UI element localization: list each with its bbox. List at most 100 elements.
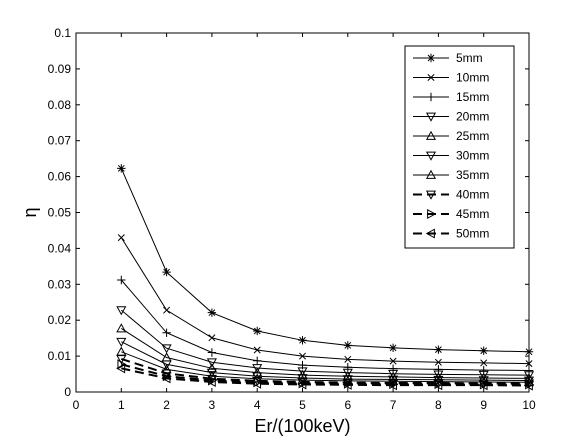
data-point [207, 348, 217, 357]
series-line [120, 168, 530, 353]
x-tick-label: 3 [209, 398, 216, 412]
series-line [121, 341, 530, 382]
legend-label: 5mm [456, 51, 483, 65]
data-point [162, 328, 171, 337]
data-point [343, 363, 352, 372]
x-tick-label: 8 [435, 398, 442, 412]
x-tick-label: 7 [390, 398, 397, 412]
data-point [206, 376, 216, 387]
series-line [121, 351, 530, 383]
data-point [208, 334, 216, 342]
data-point [434, 345, 443, 354]
plot-marks [116, 164, 535, 391]
data-point [253, 346, 261, 354]
x-axis-label: Er/(100keV) [254, 416, 350, 436]
data-point [433, 380, 443, 391]
data-point [252, 364, 263, 374]
series-line [120, 358, 529, 385]
data-point [387, 380, 397, 391]
data-point [252, 372, 263, 382]
legend-entry: 30mm [413, 149, 489, 163]
y-tick-label: 0.04 [48, 241, 72, 255]
data-point [388, 343, 398, 353]
data-point [433, 370, 444, 380]
x-tick-label: 4 [254, 398, 261, 412]
legend-label: 20mm [456, 110, 489, 124]
data-point [161, 369, 172, 379]
data-point [206, 358, 217, 368]
y-tick-label: 0.03 [48, 277, 72, 291]
data-point [342, 379, 352, 390]
y-axis-label: η [20, 207, 40, 217]
series-line [121, 328, 530, 379]
legend-entry: 40mm [413, 188, 489, 202]
legend-label: 15mm [456, 90, 489, 104]
data-point [116, 355, 127, 365]
legend-label: 45mm [456, 207, 489, 221]
x-tick-label: 6 [344, 398, 351, 412]
data-point [343, 378, 354, 389]
series-line [120, 309, 530, 376]
data-point [298, 336, 307, 345]
data-point [117, 359, 127, 370]
y-tick-label: 0.07 [48, 134, 72, 148]
legend-box [404, 45, 515, 249]
data-point [253, 326, 262, 336]
legend-marker [427, 73, 435, 82]
y-tick-label: 0.1 [54, 26, 71, 40]
data-point [298, 378, 308, 389]
data-point [161, 373, 171, 384]
data-point [207, 308, 217, 317]
axis-ticks: 0 1 2 3 4 5 6 7 8 9 10 0 0.01 0.02 0.03 0.04 0.05 0.06 0.0… [48, 26, 536, 412]
series-line [120, 237, 530, 365]
legend-entry: 35mm [413, 168, 489, 182]
data-point [434, 379, 444, 390]
x-tick-label: 2 [163, 398, 170, 412]
data-point [206, 368, 217, 378]
y-tick-label: 0 [64, 385, 71, 399]
series-line [120, 279, 530, 371]
data-point [161, 344, 172, 354]
legend-label: 10mm [456, 71, 489, 85]
x-tick-label: 10 [522, 398, 536, 412]
legend-label: 40mm [456, 188, 489, 202]
x-tick-label: 1 [118, 398, 125, 412]
data-point [480, 359, 488, 367]
data-point [433, 372, 444, 382]
data-point [388, 364, 398, 373]
y-tick-label: 0.02 [48, 313, 72, 327]
x-tick-label: 9 [480, 398, 487, 412]
series-5mm [117, 164, 534, 356]
data-point [117, 275, 126, 285]
legend-entry: 20mm [413, 110, 489, 124]
data-point [478, 372, 489, 382]
data-point [251, 378, 262, 389]
legend-marker [425, 130, 437, 140]
y-tick-label: 0.08 [48, 98, 72, 112]
data-point [117, 164, 126, 173]
legend-entry: 5mm [413, 51, 483, 65]
legend-marker [426, 53, 436, 63]
legend-marker [427, 208, 437, 220]
x-tick-label: 0 [73, 398, 80, 412]
legend-marker [425, 190, 437, 200]
data-point [388, 369, 399, 379]
legend-entry: 10mm [413, 71, 489, 85]
legend-marker [426, 92, 436, 102]
y-tick-label: 0.01 [48, 349, 72, 363]
data-point [434, 358, 442, 366]
data-point [253, 356, 262, 365]
data-point [298, 352, 307, 360]
data-point [344, 355, 352, 363]
series-line [121, 367, 530, 387]
y-tick-label: 0.06 [48, 170, 72, 184]
data-point [479, 346, 488, 355]
legend-marker [425, 151, 437, 161]
legend-marker [425, 112, 437, 122]
x-tick-label: 5 [299, 398, 306, 412]
data-point [478, 370, 489, 380]
data-point [343, 341, 352, 350]
data-point [116, 337, 127, 347]
data-point [297, 379, 307, 390]
